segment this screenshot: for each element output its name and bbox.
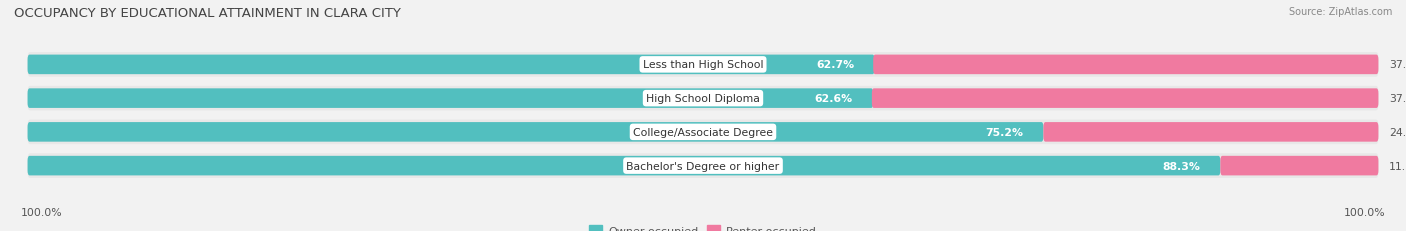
FancyBboxPatch shape (1220, 156, 1378, 176)
Text: 11.7%: 11.7% (1389, 161, 1406, 171)
Text: 100.0%: 100.0% (21, 207, 63, 217)
Text: High School Diploma: High School Diploma (647, 94, 759, 104)
FancyBboxPatch shape (873, 55, 1378, 75)
Text: 100.0%: 100.0% (1343, 207, 1385, 217)
Text: 62.6%: 62.6% (815, 94, 853, 104)
Text: 75.2%: 75.2% (986, 127, 1024, 137)
Text: 37.4%: 37.4% (1389, 60, 1406, 70)
FancyBboxPatch shape (28, 154, 1378, 178)
FancyBboxPatch shape (28, 89, 873, 108)
FancyBboxPatch shape (28, 86, 1378, 111)
Text: 62.7%: 62.7% (815, 60, 855, 70)
Text: Less than High School: Less than High School (643, 60, 763, 70)
Text: 88.3%: 88.3% (1163, 161, 1201, 171)
FancyBboxPatch shape (872, 89, 1378, 108)
Legend: Owner-occupied, Renter-occupied: Owner-occupied, Renter-occupied (585, 221, 821, 231)
FancyBboxPatch shape (28, 55, 875, 75)
Text: College/Associate Degree: College/Associate Degree (633, 127, 773, 137)
FancyBboxPatch shape (1043, 123, 1378, 142)
FancyBboxPatch shape (28, 156, 1220, 176)
FancyBboxPatch shape (28, 53, 1378, 77)
Text: OCCUPANCY BY EDUCATIONAL ATTAINMENT IN CLARA CITY: OCCUPANCY BY EDUCATIONAL ATTAINMENT IN C… (14, 7, 401, 20)
Text: Source: ZipAtlas.com: Source: ZipAtlas.com (1288, 7, 1392, 17)
FancyBboxPatch shape (28, 123, 1043, 142)
Text: 37.5%: 37.5% (1389, 94, 1406, 104)
Text: 24.8%: 24.8% (1389, 127, 1406, 137)
Text: Bachelor's Degree or higher: Bachelor's Degree or higher (627, 161, 779, 171)
FancyBboxPatch shape (28, 120, 1378, 145)
